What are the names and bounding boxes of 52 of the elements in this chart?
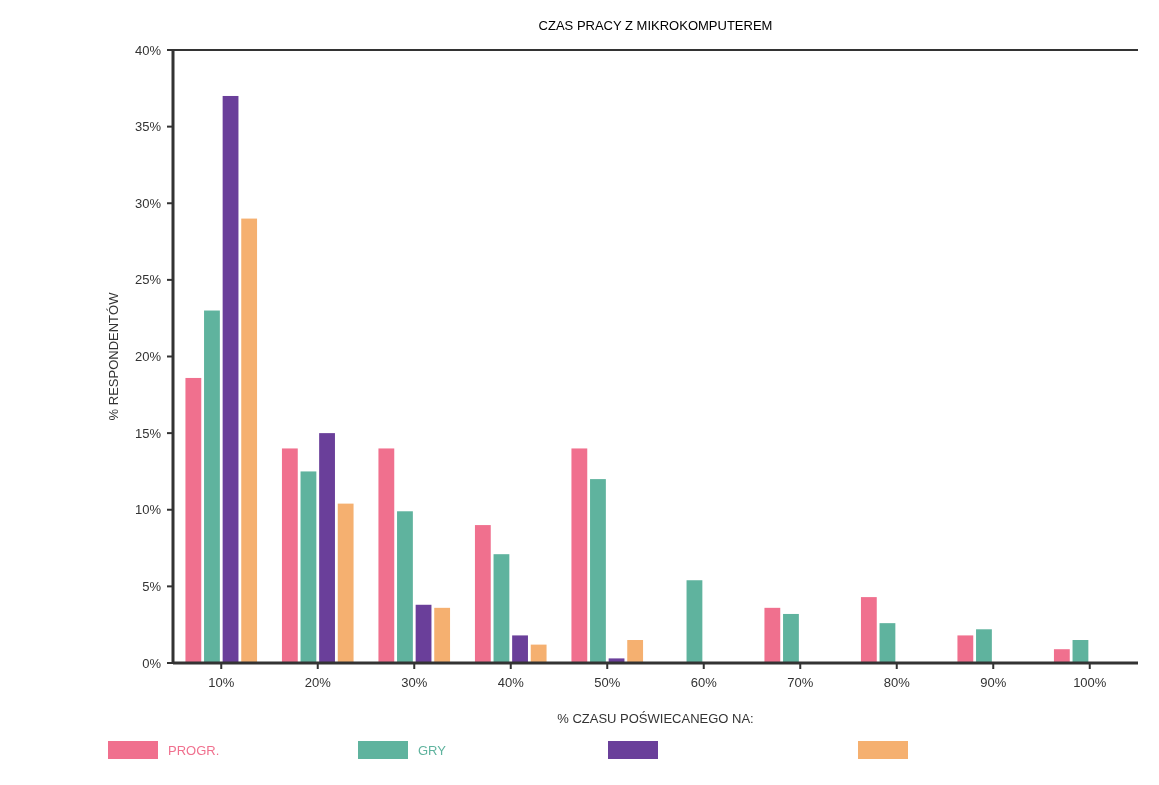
y-tick-label: 5% — [142, 578, 162, 594]
legend-label: GRY — [418, 743, 447, 758]
bar — [764, 607, 781, 663]
bar — [571, 448, 588, 663]
bar — [378, 448, 395, 663]
x-tick-label: 60% — [690, 675, 718, 690]
bar — [783, 613, 799, 663]
bar — [281, 448, 298, 663]
bar — [434, 607, 451, 663]
bar — [860, 597, 877, 663]
bar — [204, 310, 220, 663]
x-tick-label: 10% — [208, 675, 235, 690]
bar — [590, 479, 606, 663]
x-axis-title: % CZASU POŚWIECANEGO NA: — [557, 711, 754, 726]
bar — [222, 95, 239, 663]
bar — [879, 623, 896, 663]
bar — [530, 644, 547, 663]
bar — [512, 635, 528, 663]
x-tick-label: 20% — [304, 675, 332, 690]
x-tick-label: 80% — [883, 675, 911, 690]
x-tick-label: 40% — [497, 675, 525, 690]
x-tick-label: 70% — [787, 675, 814, 690]
bar — [300, 471, 317, 663]
bar — [957, 635, 974, 663]
bar — [1053, 649, 1070, 663]
y-tick-label: 30% — [134, 195, 162, 211]
bar — [415, 604, 432, 663]
y-tick-label: 25% — [134, 272, 162, 288]
bar — [241, 218, 258, 663]
bar — [474, 525, 491, 663]
bar — [1072, 640, 1089, 663]
bar — [185, 377, 202, 663]
legend-label: PROGR. — [168, 743, 220, 758]
y-tick-label: 20% — [134, 349, 162, 365]
y-tick-label: 15% — [134, 425, 162, 441]
bar — [686, 580, 703, 663]
bar — [397, 511, 413, 663]
x-tick-label: 100% — [1073, 675, 1107, 690]
x-tick-label: 90% — [980, 675, 1007, 690]
x-tick-label: 30% — [401, 675, 428, 690]
y-axis-title: % RESPONDENTÓW — [106, 291, 121, 421]
bar — [337, 503, 354, 663]
bar — [319, 433, 335, 663]
bar — [976, 629, 992, 663]
y-tick-label: 35% — [134, 119, 162, 135]
y-tick-label: 40% — [134, 42, 162, 58]
bar — [627, 640, 644, 663]
y-tick-label: 0% — [142, 655, 162, 671]
x-tick-label: 50% — [594, 675, 621, 690]
bar — [493, 554, 510, 663]
y-tick-label: 10% — [134, 502, 162, 518]
chart-title: CZAS PRACY Z MIKROKOMPUTEREM — [538, 18, 773, 33]
